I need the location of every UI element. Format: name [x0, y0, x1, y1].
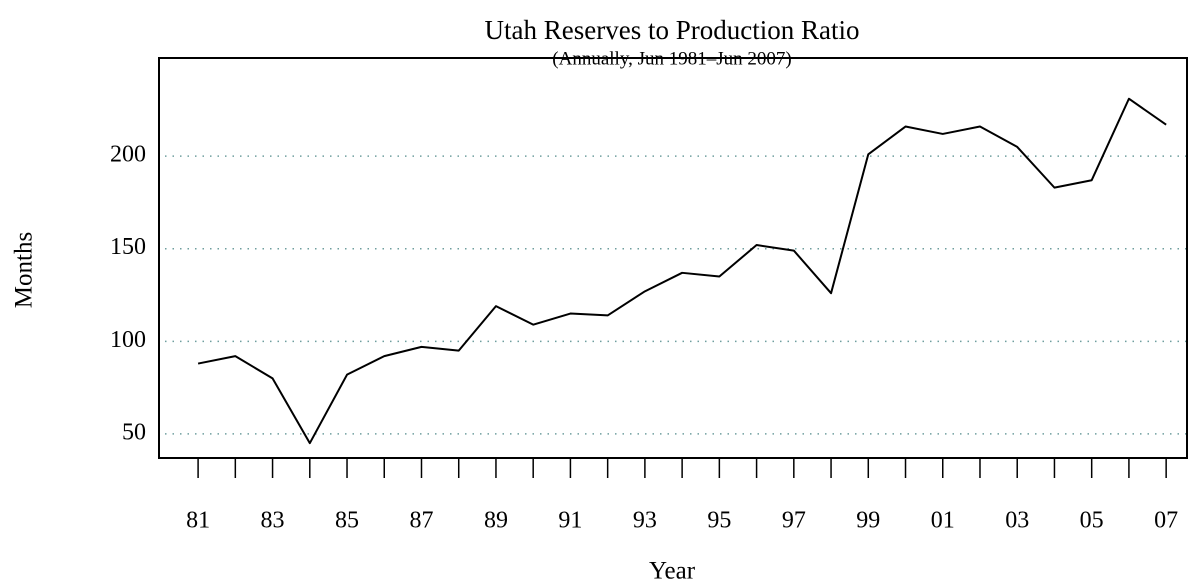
x-tick-label: 85 — [335, 508, 359, 534]
x-tick-label: 91 — [558, 508, 582, 534]
x-tick-label: 03 — [1005, 508, 1029, 534]
x-axis-label: Year — [649, 558, 696, 585]
y-tick-label: 50 — [122, 419, 146, 445]
y-tick-label: 100 — [110, 327, 146, 353]
x-tick-label: 81 — [186, 508, 210, 534]
chart-title: Utah Reserves to Production Ratio — [485, 15, 860, 45]
x-tick-label: 97 — [782, 508, 806, 534]
plot-frame — [158, 57, 1188, 459]
x-tick-label: 83 — [261, 508, 285, 534]
y-axis-label: Months — [11, 232, 38, 308]
y-tick-label: 200 — [110, 142, 146, 168]
x-tick-label: 07 — [1154, 508, 1178, 534]
x-tick-label: 99 — [856, 508, 880, 534]
x-tick-label: 89 — [484, 508, 508, 534]
data-line — [197, 97, 1167, 445]
x-tick-label: 05 — [1080, 508, 1104, 534]
x-tick-label: 93 — [633, 508, 657, 534]
y-tick-label: 150 — [110, 234, 146, 260]
x-tick-label: 87 — [409, 508, 433, 534]
x-tick-label: 95 — [707, 508, 731, 534]
x-tick-label: 01 — [931, 508, 955, 534]
